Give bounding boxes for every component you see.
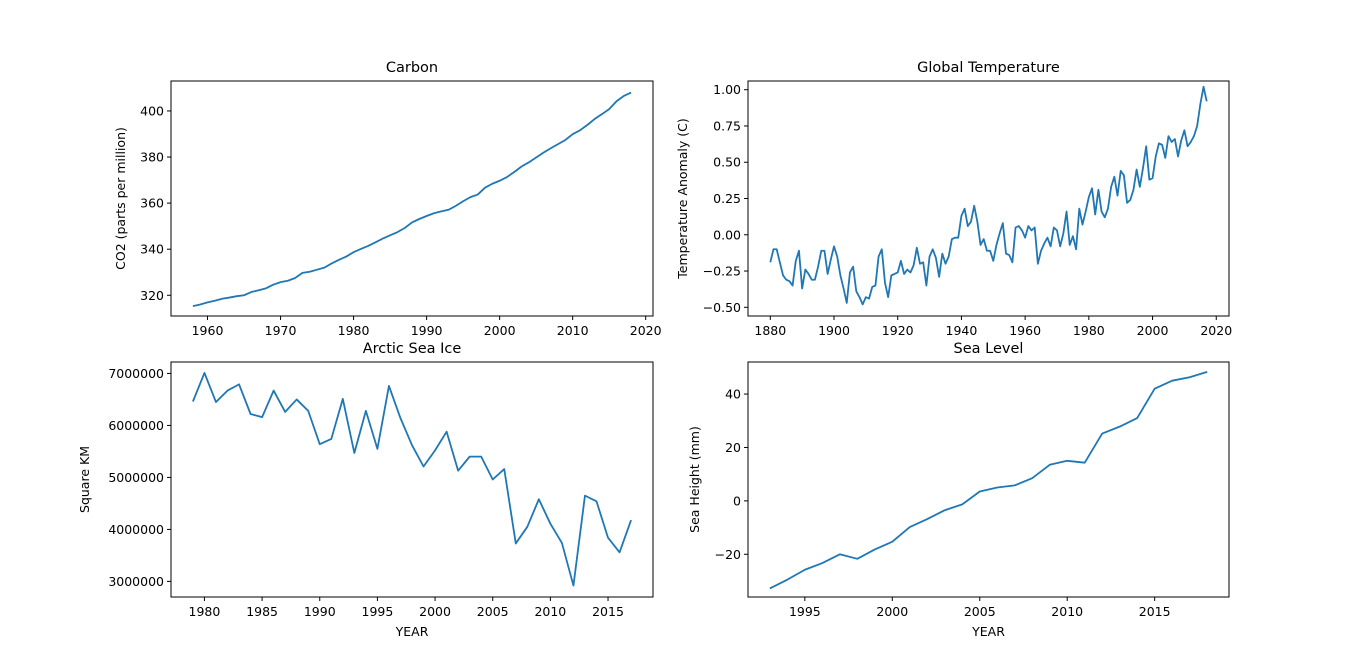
y-tick-label: 0 — [733, 493, 741, 508]
x-tick-label: 1985 — [246, 604, 278, 619]
x-tick-label: 1960 — [192, 323, 224, 338]
x-tick-label: 2005 — [477, 604, 509, 619]
x-tick-label: 2010 — [557, 323, 589, 338]
y-tick-label: −0.50 — [703, 300, 741, 315]
x-tick-label: 2010 — [1051, 604, 1083, 619]
x-tick-label: 1960 — [1009, 323, 1041, 338]
x-tick-label: 2015 — [1139, 604, 1171, 619]
subplot-title: Carbon — [386, 60, 438, 76]
axes-frame — [747, 361, 1230, 598]
x-tick-label: 2010 — [534, 604, 566, 619]
y-tick-label: 20 — [725, 440, 741, 455]
y-tick-label: 0.00 — [713, 227, 741, 242]
y-tick-label: 320 — [140, 288, 164, 303]
subplot-3: 1995 2000 2005 2010 2015 −20 0 20 40 Sea Level Sea… — [687, 341, 1230, 639]
axes-frame — [170, 361, 654, 598]
y-axis-label: CO2 (parts per million) — [113, 127, 128, 270]
y-tick-label: 5000000 — [108, 470, 164, 485]
subplot-title: Arctic Sea Ice — [363, 341, 462, 357]
x-axis-label: YEAR — [395, 624, 429, 639]
subplot-2: 1980 1985 1990 1995 2000 2005 2010 2015 3000000 4… — [77, 341, 654, 639]
axes-frame — [170, 80, 654, 317]
x-tick-label: 1970 — [265, 323, 297, 338]
x-tick-label: 2020 — [1200, 323, 1232, 338]
x-tick-label: 2000 — [1137, 323, 1169, 338]
x-axis-label: YEAR — [971, 624, 1005, 639]
y-tick-label: −20 — [715, 547, 741, 562]
x-tick-label: 1980 — [338, 323, 370, 338]
y-tick-label: 3000000 — [108, 574, 164, 589]
x-tick-label: 1995 — [362, 604, 394, 619]
x-tick-label: 2000 — [484, 323, 516, 338]
y-tick-label: 0.75 — [713, 118, 741, 133]
x-tick-label: 2020 — [630, 323, 662, 338]
axes-frame — [747, 80, 1230, 317]
y-tick-label: 400 — [140, 103, 164, 118]
y-axis-label: Sea Height (mm) — [687, 426, 702, 533]
x-tick-label: 2000 — [876, 604, 908, 619]
y-tick-label: 0.50 — [713, 155, 741, 170]
x-tick-label: 2005 — [964, 604, 996, 619]
x-tick-label: 1995 — [789, 604, 821, 619]
subplot-title: Sea Level — [954, 341, 1024, 357]
x-tick-label: 1880 — [754, 323, 786, 338]
x-tick-label: 1990 — [304, 604, 336, 619]
x-tick-label: 2015 — [592, 604, 624, 619]
y-tick-label: 340 — [140, 242, 164, 257]
series-line — [192, 91, 632, 307]
subplot-title: Global Temperature — [917, 60, 1060, 76]
x-tick-label: 1980 — [189, 604, 221, 619]
y-tick-label: 6000000 — [108, 418, 164, 433]
subplot-0: 1960 1970 1980 1990 2000 2010 2020 320 340 360 380… — [113, 60, 662, 338]
y-tick-label: 7000000 — [108, 366, 164, 381]
series-line — [192, 372, 632, 587]
y-tick-label: 1.00 — [713, 82, 741, 97]
series-line — [769, 371, 1208, 590]
y-tick-label: 380 — [140, 150, 164, 165]
y-tick-label: 0.25 — [713, 191, 741, 206]
y-tick-label: 4000000 — [108, 522, 164, 537]
x-tick-label: 1980 — [1073, 323, 1105, 338]
y-tick-label: −0.25 — [703, 264, 741, 279]
x-tick-label: 1900 — [818, 323, 850, 338]
x-tick-label: 1920 — [882, 323, 914, 338]
subplot-1: 1880 1900 1920 1940 1960 1980 2000 2020 −0.50 −0.… — [675, 60, 1232, 338]
y-axis-label: Square KM — [77, 446, 92, 513]
y-tick-label: 360 — [140, 196, 164, 211]
x-tick-label: 2000 — [419, 604, 451, 619]
y-tick-label: 40 — [725, 387, 741, 402]
y-axis-label: Temperature Anomaly (C) — [675, 118, 690, 279]
x-tick-label: 1990 — [411, 323, 443, 338]
x-tick-label: 1940 — [946, 323, 978, 338]
series-line — [769, 85, 1208, 306]
